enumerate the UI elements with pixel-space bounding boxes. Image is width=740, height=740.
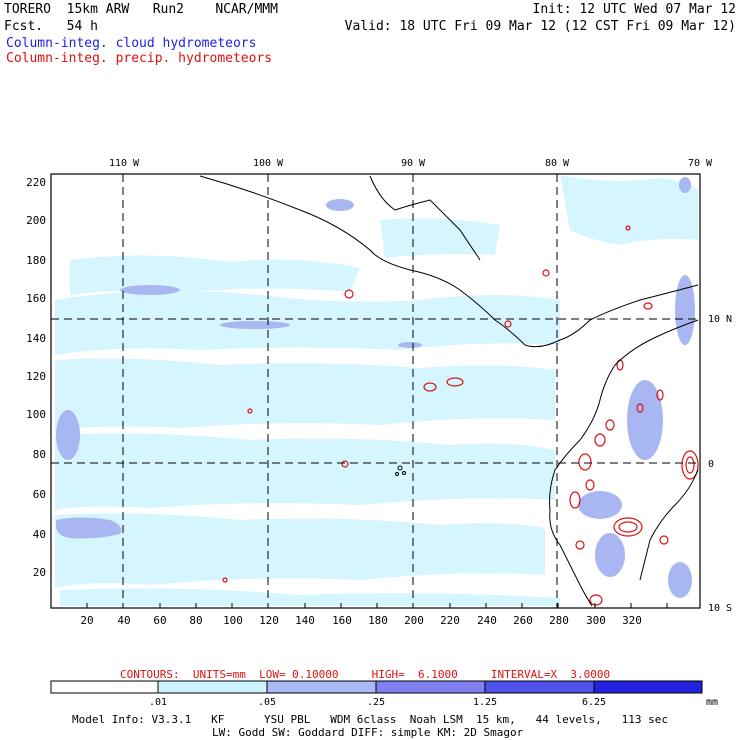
x-tick-label: 280 [549, 614, 569, 627]
colorbar-label: .05 [257, 697, 277, 708]
header-model-title: TORERO 15km ARW Run2 NCAR/MMM [4, 2, 278, 17]
x-tick-label: 120 [259, 614, 279, 627]
lon-label: 100 W [253, 158, 284, 169]
header-valid-time: Valid: 18 UTC Fri 09 Mar 12 (12 CST Fri … [344, 19, 736, 34]
x-tick-label: 60 [153, 614, 166, 627]
y-tick-label: 60 [33, 488, 46, 501]
cloud-field-medium [56, 177, 695, 598]
lat-label: 10 N [708, 314, 732, 325]
lat-label: 0 [708, 459, 714, 470]
legend-precip-hydrometeors: Column-integ. precip. hydrometeors [6, 51, 273, 66]
lon-label: 80 W [545, 158, 570, 169]
model-info-line-1: Model Info: V3.3.1 KF YSU PBL WDM 6class… [72, 713, 669, 726]
y-tick-label: 120 [26, 370, 46, 383]
x-tick-label: 260 [513, 614, 533, 627]
lon-label: 110 W [109, 158, 140, 169]
x-tick-label: 100 [223, 614, 243, 627]
y-tick-label: 200 [26, 214, 46, 227]
x-tick-label: 180 [368, 614, 388, 627]
colorbar-label: .25 [366, 697, 386, 708]
y-tick-label: 80 [33, 448, 46, 461]
x-tick-label: 160 [332, 614, 352, 627]
y-tick-label: 100 [26, 408, 46, 421]
lon-label: 90 W [401, 158, 426, 169]
x-tick-label: 300 [586, 614, 606, 627]
latlon-grid [51, 174, 700, 608]
legend-cloud-hydrometeors: Column-integ. cloud hydrometeors [6, 36, 257, 51]
colorbar-label: .01 [148, 697, 168, 708]
x-tick-label: 140 [295, 614, 315, 627]
x-tick-label: 320 [622, 614, 642, 627]
coastlines [199, 175, 699, 607]
cloud-field-light [55, 175, 698, 606]
x-tick-label: 220 [440, 614, 460, 627]
colorbar [50, 680, 703, 694]
model-info-line-2: LW: Godd SW: Goddard DIFF: simple KM: 2D… [212, 726, 524, 739]
axis-ticks [86, 603, 668, 608]
y-tick-label: 20 [33, 566, 46, 579]
x-tick-label: 40 [117, 614, 130, 627]
y-tick-label: 160 [26, 292, 46, 305]
header-forecast-hour: Fcst. 54 h [4, 19, 98, 34]
x-tick-label: 240 [477, 614, 497, 627]
x-tick-label: 80 [189, 614, 202, 627]
lat-label: 10 S [708, 603, 732, 614]
precip-contours [222, 225, 699, 606]
contour-info: CONTOURS: UNITS=mm LOW= 0.10000 HIGH= 6.… [120, 668, 611, 681]
colorbar-units: mm [706, 697, 719, 708]
y-tick-label: 180 [26, 254, 46, 267]
colorbar-label: 1.25 [472, 697, 498, 708]
y-tick-label: 220 [26, 176, 46, 189]
lon-label: 70 W [688, 158, 713, 169]
y-tick-label: 40 [33, 528, 46, 541]
colorbar-label: 6.25 [581, 697, 607, 708]
header-init-time: Init: 12 UTC Wed 07 Mar 12 [532, 2, 737, 17]
x-tick-label: 20 [80, 614, 93, 627]
y-tick-label: 140 [26, 332, 46, 345]
x-tick-label: 200 [404, 614, 424, 627]
